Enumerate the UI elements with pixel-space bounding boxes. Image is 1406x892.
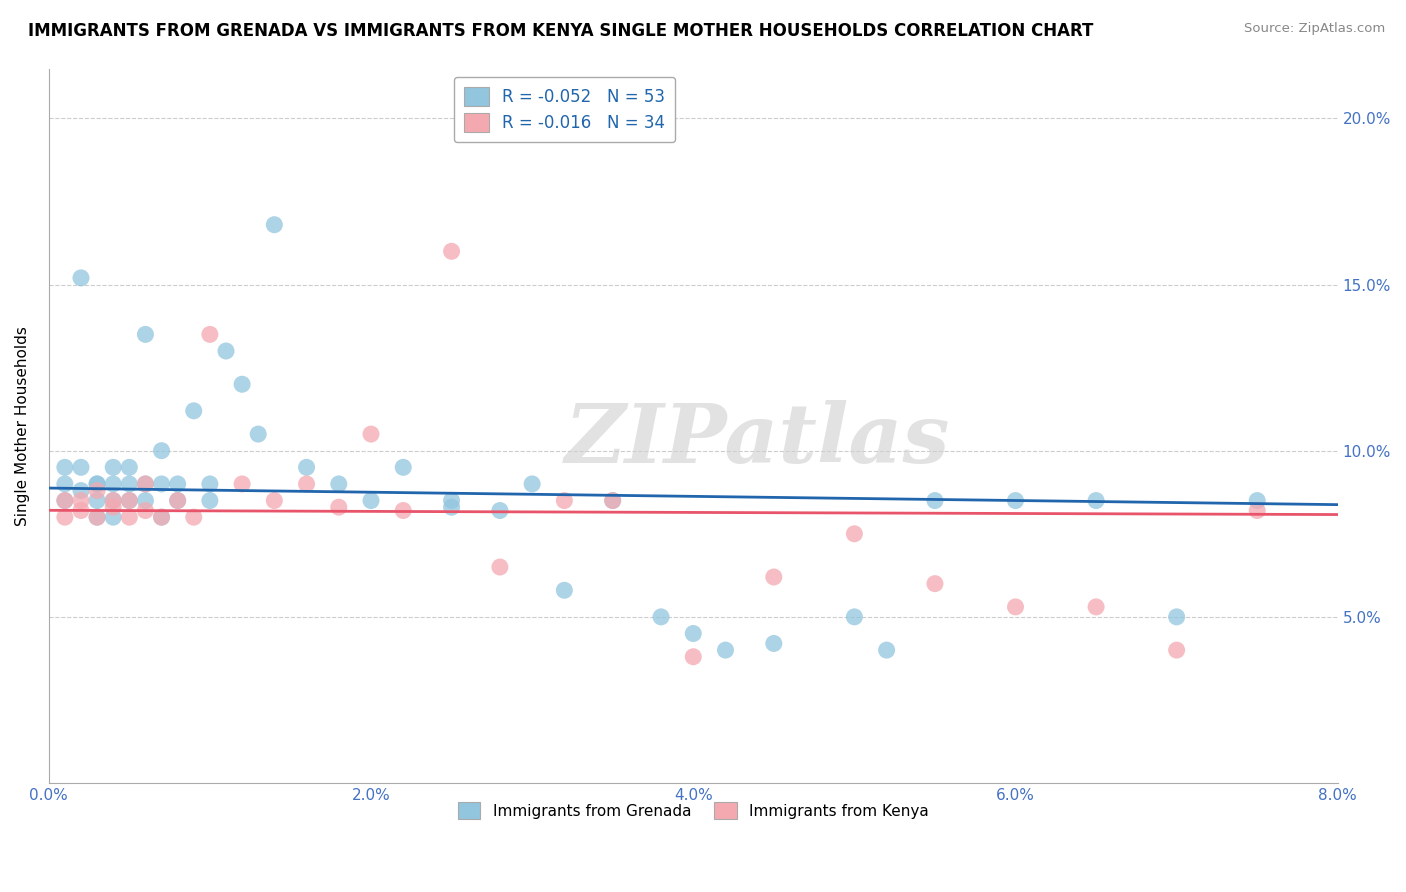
- Point: [150, 510, 173, 524]
- Point: [1085, 493, 1108, 508]
- Point: [263, 218, 285, 232]
- Point: [295, 477, 318, 491]
- Point: [682, 649, 704, 664]
- Point: [328, 500, 350, 515]
- Point: [844, 526, 866, 541]
- Point: [118, 460, 141, 475]
- Point: [53, 493, 76, 508]
- Point: [103, 493, 125, 508]
- Point: [118, 477, 141, 491]
- Point: [1004, 493, 1026, 508]
- Point: [650, 610, 672, 624]
- Point: [118, 493, 141, 508]
- Point: [440, 244, 463, 259]
- Point: [602, 493, 624, 508]
- Point: [103, 510, 125, 524]
- Point: [103, 500, 125, 515]
- Y-axis label: Single Mother Households: Single Mother Households: [15, 326, 30, 525]
- Point: [53, 493, 76, 508]
- Point: [86, 477, 108, 491]
- Point: [183, 404, 205, 418]
- Point: [247, 427, 270, 442]
- Point: [166, 477, 188, 491]
- Point: [924, 493, 946, 508]
- Point: [215, 344, 238, 359]
- Point: [231, 477, 253, 491]
- Point: [134, 477, 156, 491]
- Point: [762, 636, 785, 650]
- Point: [198, 477, 221, 491]
- Point: [183, 510, 205, 524]
- Text: IMMIGRANTS FROM GRENADA VS IMMIGRANTS FROM KENYA SINGLE MOTHER HOUSEHOLDS CORREL: IMMIGRANTS FROM GRENADA VS IMMIGRANTS FR…: [28, 22, 1094, 40]
- Point: [489, 560, 512, 574]
- Point: [70, 493, 93, 508]
- Point: [1246, 503, 1268, 517]
- Point: [70, 503, 93, 517]
- Point: [166, 493, 188, 508]
- Point: [70, 271, 93, 285]
- Point: [103, 460, 125, 475]
- Point: [150, 510, 173, 524]
- Point: [392, 503, 415, 517]
- Point: [263, 493, 285, 508]
- Point: [231, 377, 253, 392]
- Point: [86, 493, 108, 508]
- Point: [553, 493, 575, 508]
- Point: [844, 610, 866, 624]
- Point: [924, 576, 946, 591]
- Point: [86, 477, 108, 491]
- Legend: Immigrants from Grenada, Immigrants from Kenya: Immigrants from Grenada, Immigrants from…: [451, 796, 935, 825]
- Point: [392, 460, 415, 475]
- Point: [86, 483, 108, 498]
- Point: [602, 493, 624, 508]
- Point: [86, 510, 108, 524]
- Point: [198, 493, 221, 508]
- Point: [103, 477, 125, 491]
- Point: [1246, 493, 1268, 508]
- Point: [440, 500, 463, 515]
- Text: ZIPatlas: ZIPatlas: [565, 401, 950, 480]
- Point: [295, 460, 318, 475]
- Point: [53, 477, 76, 491]
- Point: [150, 443, 173, 458]
- Point: [118, 510, 141, 524]
- Point: [134, 327, 156, 342]
- Point: [118, 493, 141, 508]
- Point: [489, 503, 512, 517]
- Point: [360, 427, 382, 442]
- Point: [328, 477, 350, 491]
- Point: [103, 493, 125, 508]
- Point: [1166, 610, 1188, 624]
- Point: [198, 327, 221, 342]
- Point: [70, 460, 93, 475]
- Point: [1166, 643, 1188, 657]
- Point: [134, 477, 156, 491]
- Point: [876, 643, 898, 657]
- Point: [714, 643, 737, 657]
- Point: [1085, 599, 1108, 614]
- Point: [762, 570, 785, 584]
- Point: [53, 510, 76, 524]
- Point: [360, 493, 382, 508]
- Point: [86, 510, 108, 524]
- Point: [1004, 599, 1026, 614]
- Point: [440, 493, 463, 508]
- Point: [134, 493, 156, 508]
- Point: [150, 477, 173, 491]
- Point: [166, 493, 188, 508]
- Point: [134, 503, 156, 517]
- Point: [520, 477, 543, 491]
- Point: [682, 626, 704, 640]
- Point: [70, 483, 93, 498]
- Text: Source: ZipAtlas.com: Source: ZipAtlas.com: [1244, 22, 1385, 36]
- Point: [53, 460, 76, 475]
- Point: [553, 583, 575, 598]
